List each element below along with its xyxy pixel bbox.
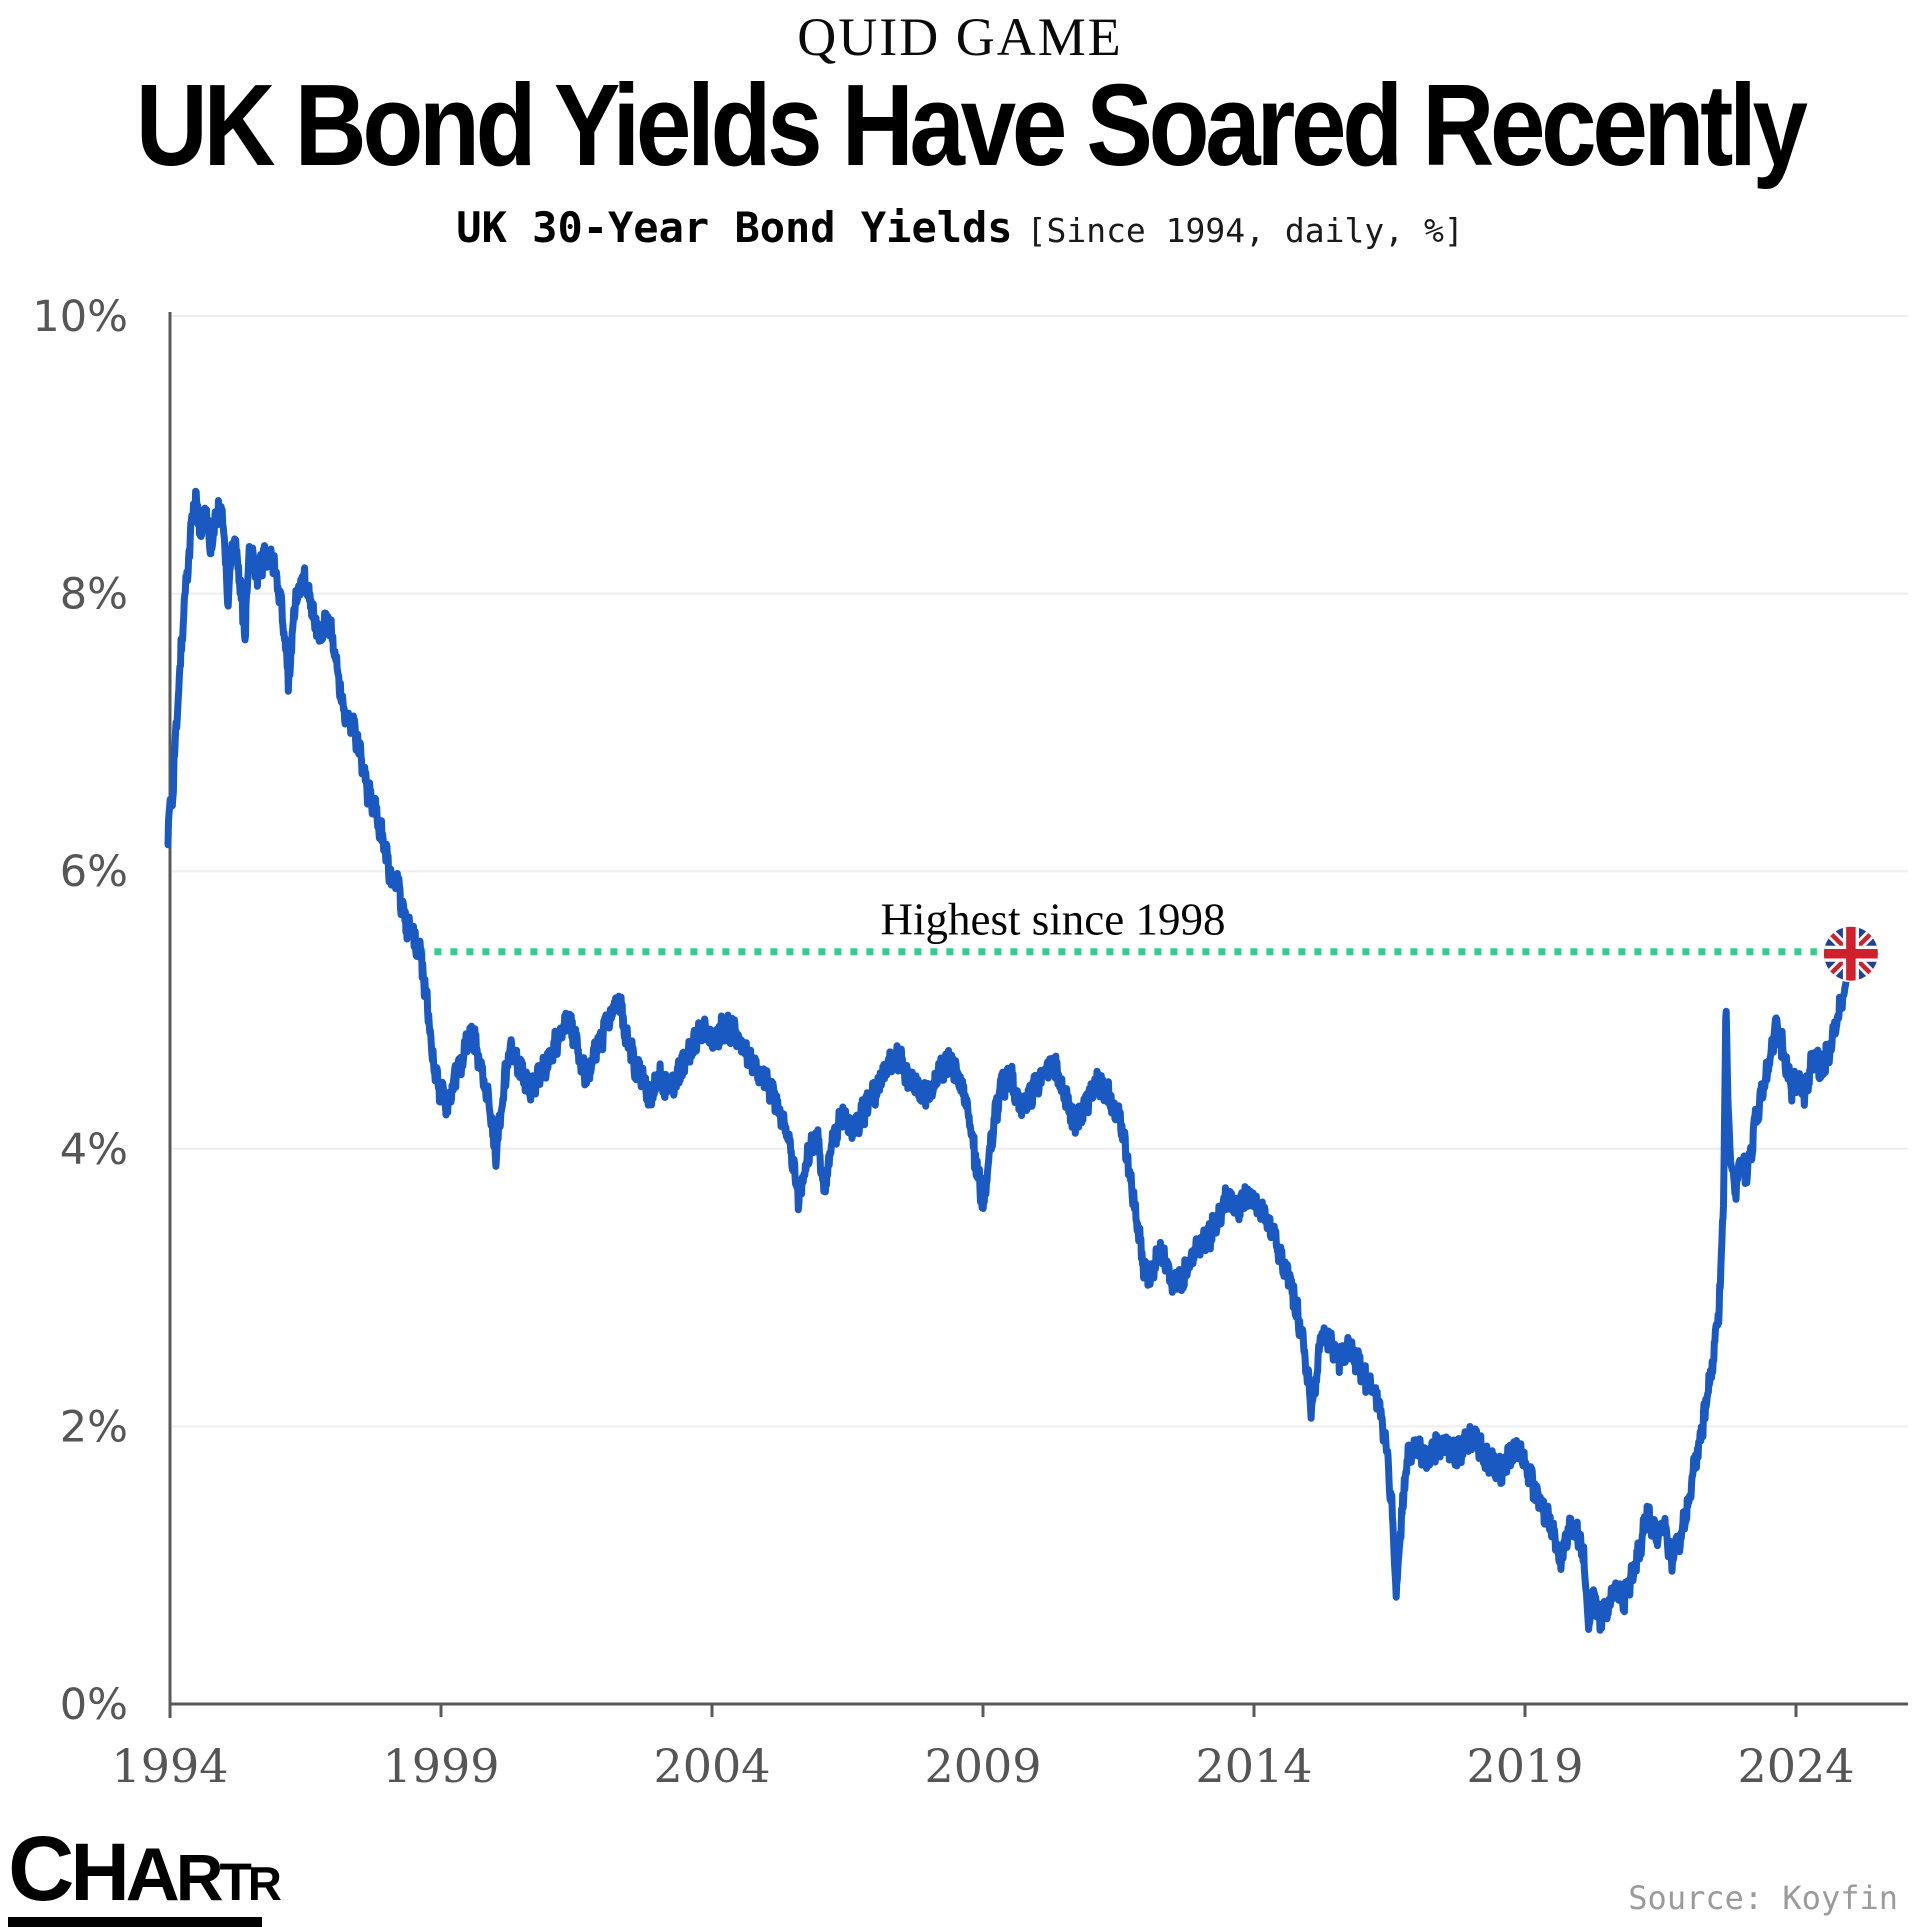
chartr-logo-letter: R (175, 1840, 224, 1914)
y-axis-label: 0% (60, 1680, 128, 1730)
annotation-label: Highest since 1998 (881, 895, 1226, 945)
y-axis-label: 8% (60, 570, 128, 620)
chartr-logo-letter: R (247, 1857, 282, 1910)
yield-series-line (164, 487, 1855, 1634)
gridlines (172, 315, 1908, 1428)
x-axis-label: 2009 (924, 1739, 1041, 1793)
x-axis-label: 1999 (382, 1739, 499, 1793)
page-title-text: UK Bond Yields Have Soared Recently (135, 60, 1808, 190)
chart-subtitle-main: UK 30-Year Bond Yields (456, 203, 1013, 252)
chart-subtitle: UK 30-Year Bond Yields [Since 1994, daily… (0, 203, 1920, 252)
y-axis-label: 6% (60, 847, 128, 897)
y-axis-label: 2% (60, 1402, 128, 1452)
axis-labels: 10% 8% 6% 4% 2% 0% 1994 1999 2004 2009 2014 2019 202… (32, 292, 1854, 1793)
x-axis-label: 2014 (1195, 1739, 1312, 1793)
y-axis-label: 4% (60, 1125, 128, 1175)
chartr-logo-letter: A (125, 1832, 180, 1916)
chartr-logo-bar (8, 1917, 262, 1927)
x-axis-label: 2019 (1466, 1739, 1583, 1793)
chart-subtitle-note: [Since 1994, daily, %] (1026, 211, 1464, 250)
x-axis-label: 2024 (1737, 1739, 1854, 1793)
chartr-logo-letter: C (8, 1818, 74, 1920)
uk-flag-icon (1822, 925, 1880, 983)
axes (168, 312, 1908, 1718)
kicker: QUID GAME (797, 7, 1123, 67)
x-axis-label: 2004 (653, 1739, 770, 1793)
page-title: UK Bond Yields Have Soared Recently (0, 58, 1920, 192)
x-axis-label: 1994 (111, 1739, 228, 1793)
chartr-logo: CHARTR (8, 1818, 282, 1920)
source-credit: Source: Koyfin (1628, 1879, 1898, 1917)
chartr-logo-letter: H (70, 1827, 129, 1918)
chartr-logo-letter: T (219, 1853, 252, 1912)
y-axis-label: 10% (32, 292, 128, 342)
